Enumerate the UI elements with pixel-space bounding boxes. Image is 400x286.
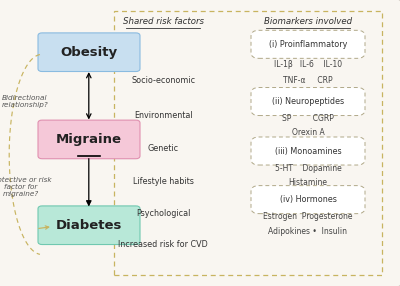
FancyBboxPatch shape bbox=[251, 88, 365, 116]
FancyBboxPatch shape bbox=[251, 30, 365, 58]
Text: Psychological: Psychological bbox=[136, 208, 190, 218]
Text: Biomarkers involved: Biomarkers involved bbox=[264, 17, 352, 26]
Text: Estrogen  Progesterone: Estrogen Progesterone bbox=[263, 212, 353, 221]
Text: Diabetes: Diabetes bbox=[56, 219, 122, 232]
Text: (iv) Hormones: (iv) Hormones bbox=[280, 195, 336, 204]
Text: IL-1β   IL-6    IL-10: IL-1β IL-6 IL-10 bbox=[274, 60, 342, 69]
Text: 5-HT    Dopamine: 5-HT Dopamine bbox=[275, 164, 341, 173]
Text: Histamine: Histamine bbox=[288, 178, 328, 187]
FancyBboxPatch shape bbox=[38, 120, 140, 159]
Text: Orexin A: Orexin A bbox=[292, 128, 324, 138]
Text: (i) Proinflammatory: (i) Proinflammatory bbox=[269, 40, 347, 49]
Text: Migraine: Migraine bbox=[56, 133, 122, 146]
Text: Obesity: Obesity bbox=[60, 46, 118, 59]
FancyBboxPatch shape bbox=[38, 206, 140, 245]
Text: Genetic: Genetic bbox=[148, 144, 179, 153]
Text: Environmental: Environmental bbox=[134, 111, 192, 120]
Text: Protective or risk
factor for
migraine?: Protective or risk factor for migraine? bbox=[0, 177, 52, 197]
Text: SP         CGRP: SP CGRP bbox=[282, 114, 334, 123]
Text: Socio-economic: Socio-economic bbox=[131, 76, 195, 85]
Text: (iii) Monoamines: (iii) Monoamines bbox=[275, 146, 341, 156]
Text: Bidirectional
relationship?: Bidirectional relationship? bbox=[2, 95, 48, 108]
Text: (ii) Neuropeptides: (ii) Neuropeptides bbox=[272, 97, 344, 106]
FancyBboxPatch shape bbox=[38, 33, 140, 72]
FancyBboxPatch shape bbox=[251, 186, 365, 214]
Text: Adipokines •  Insulin: Adipokines • Insulin bbox=[268, 227, 348, 236]
Text: Shared risk factors: Shared risk factors bbox=[123, 17, 204, 26]
Text: Increased risk for CVD: Increased risk for CVD bbox=[118, 240, 208, 249]
Text: TNF-α     CRP: TNF-α CRP bbox=[283, 76, 333, 85]
FancyBboxPatch shape bbox=[251, 137, 365, 165]
Text: Lifestyle habits: Lifestyle habits bbox=[133, 177, 194, 186]
